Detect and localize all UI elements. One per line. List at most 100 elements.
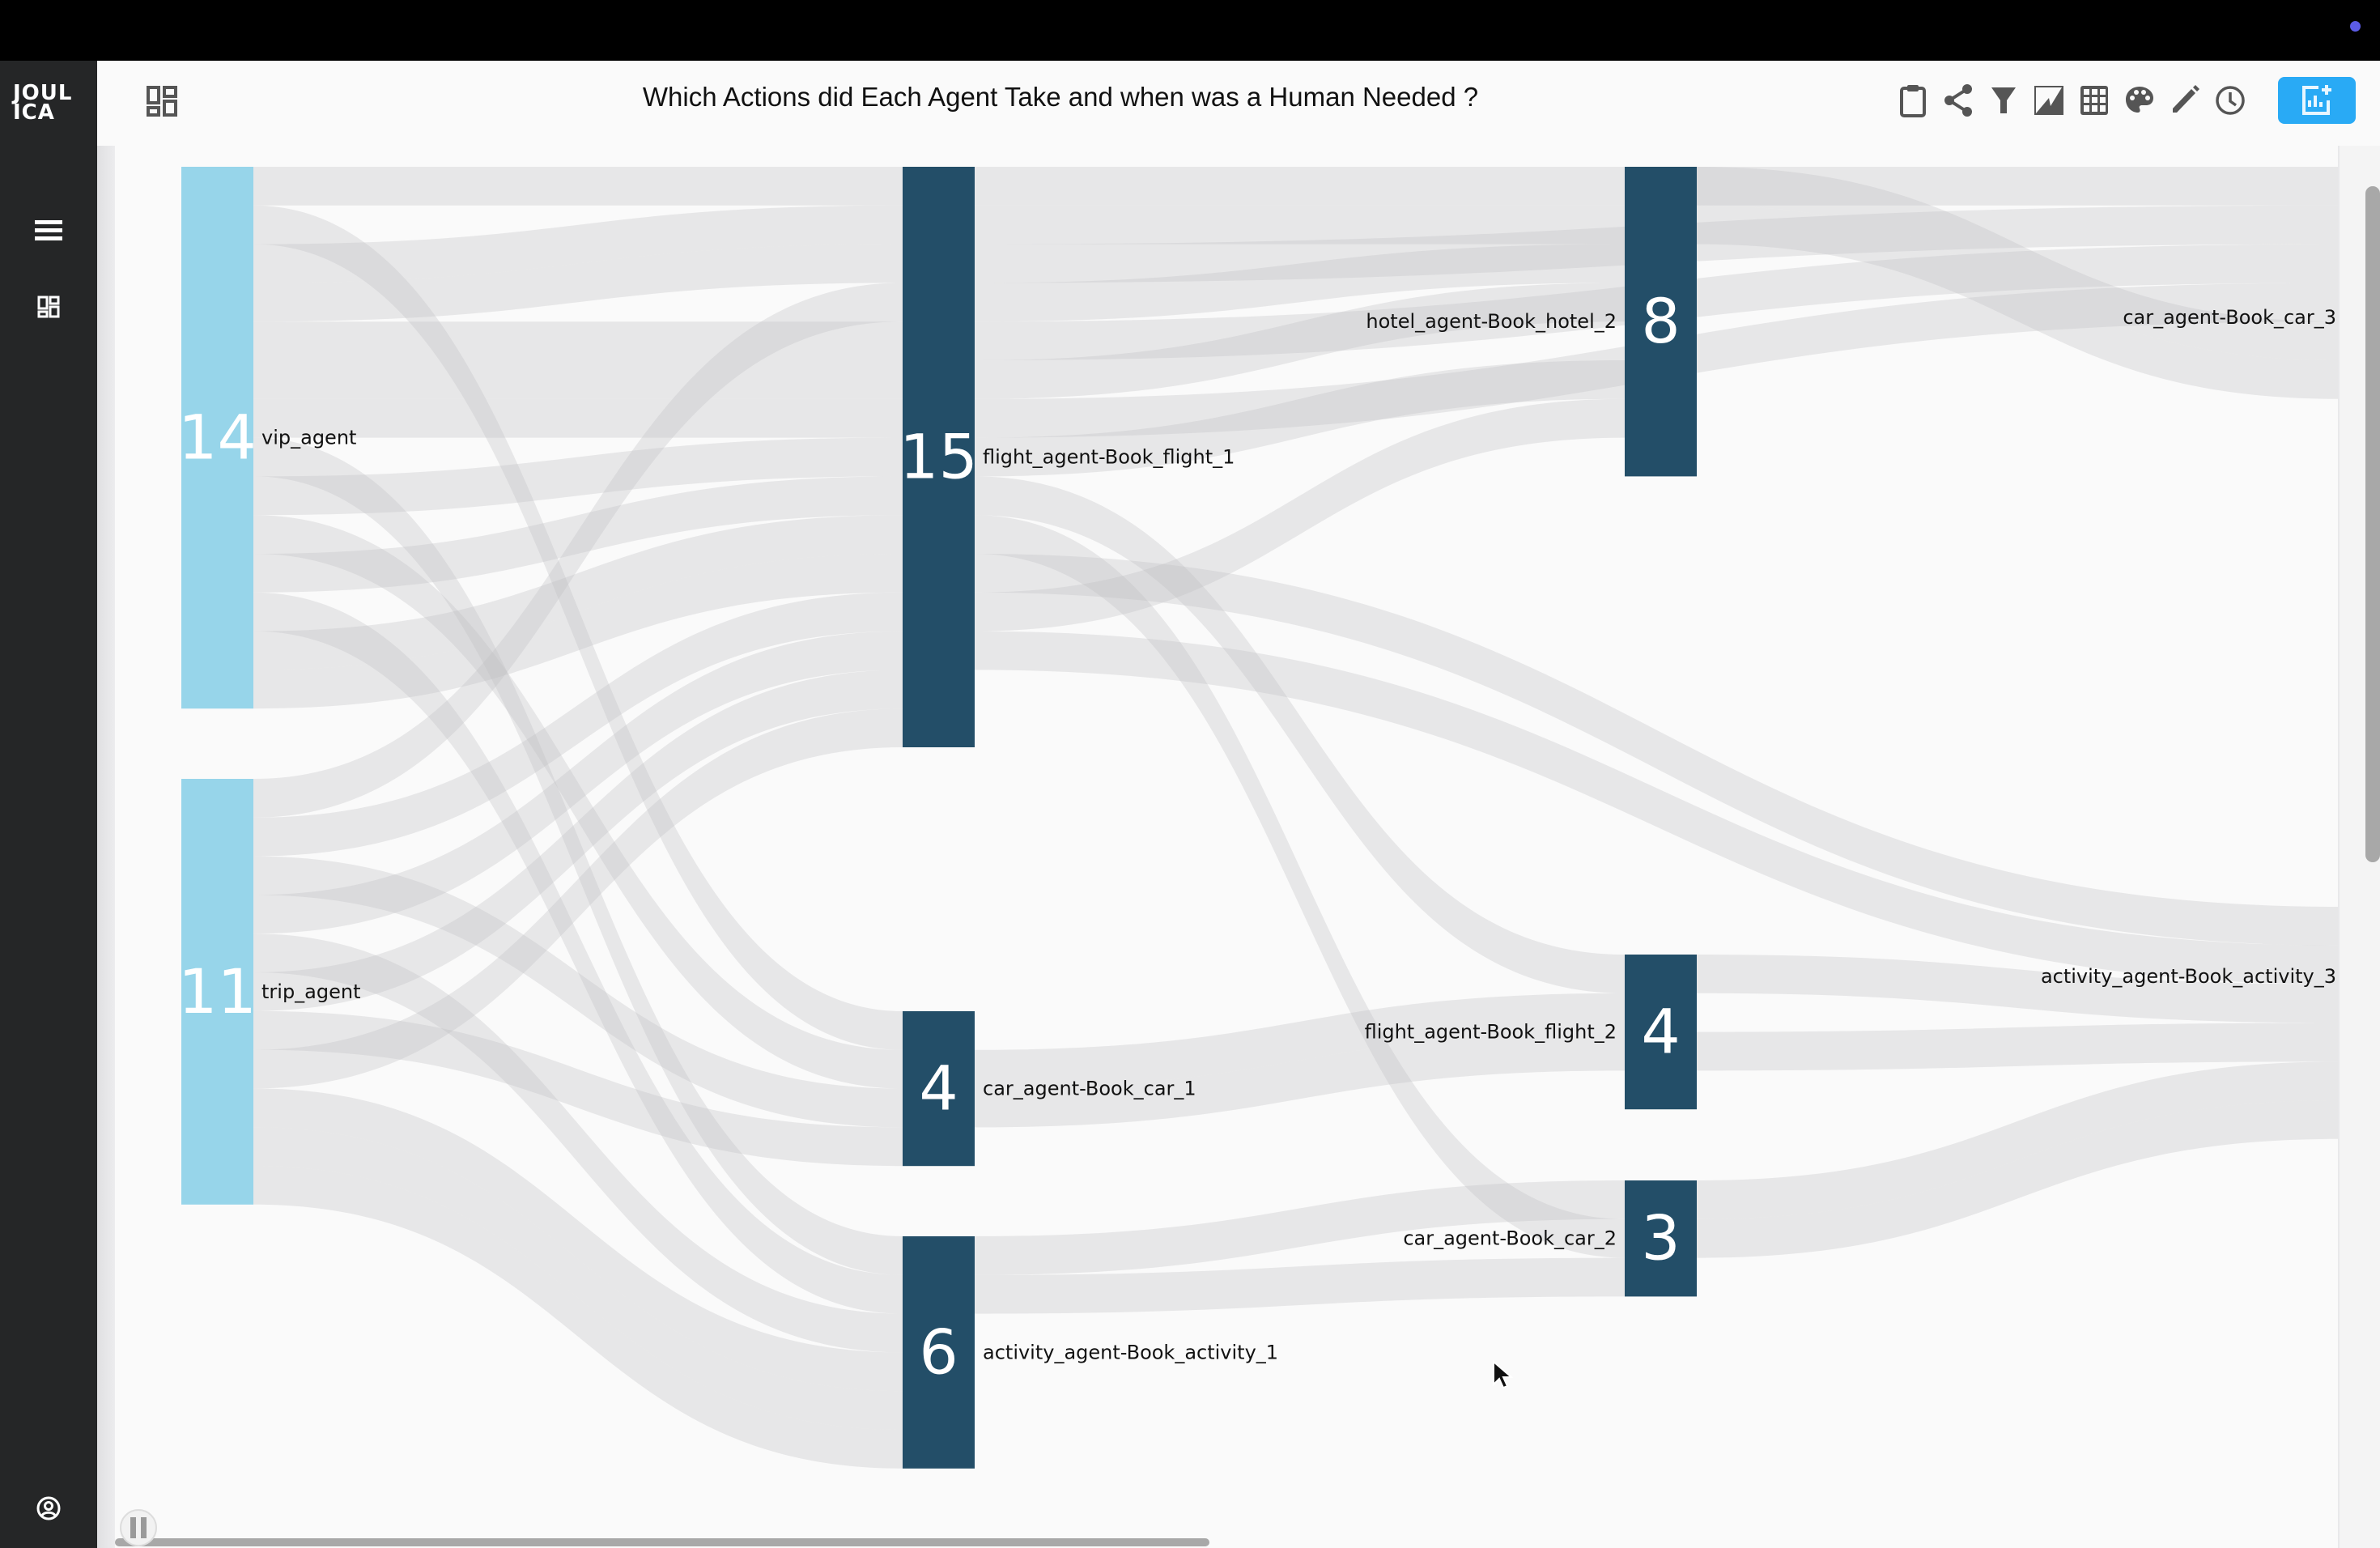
node-value: 11 [178, 955, 257, 1027]
history-button[interactable] [2210, 77, 2250, 124]
sankey-link[interactable] [975, 476, 1625, 993]
copy-button[interactable] [1893, 77, 1933, 124]
clipboard-icon [1900, 85, 1926, 117]
sankey-link[interactable] [253, 437, 903, 516]
sankey-link[interactable] [253, 631, 903, 934]
sankey-node-vip_agent[interactable] [181, 167, 253, 709]
sankey-link[interactable] [253, 476, 903, 593]
sankey-node-flight_2[interactable] [1625, 955, 1697, 1110]
sankey-link[interactable] [253, 283, 903, 818]
sankey-chart: 14 vip_agent 11 trip_agent 15 flight_agent-Bo… [115, 146, 2340, 1548]
sankey-link[interactable] [1697, 205, 2340, 399]
sankey-link[interactable] [253, 515, 903, 670]
filter-button[interactable] [1983, 77, 2024, 124]
sankey-link[interactable] [975, 993, 1625, 1089]
status-dot [2350, 21, 2361, 32]
sankey-link[interactable] [975, 631, 2340, 985]
sankey-link[interactable] [1697, 1061, 2340, 1219]
sankey-link[interactable] [975, 1031, 1625, 1128]
menu-icon [35, 220, 62, 240]
sankey-link[interactable] [975, 398, 1625, 632]
chart-type-button[interactable] [2029, 77, 2069, 124]
sankey-link[interactable] [253, 708, 903, 1089]
sankey-link[interactable] [253, 856, 903, 1128]
filter-icon [1991, 87, 2016, 113]
sankey-link[interactable] [1697, 955, 2340, 1023]
sankey-link[interactable] [1697, 1023, 2340, 1071]
sankey-link[interactable] [1697, 167, 2340, 360]
colors-button[interactable] [2119, 77, 2160, 124]
sankey-link[interactable] [253, 167, 903, 206]
sankey-link[interactable] [253, 592, 903, 857]
sankey-link[interactable] [975, 1257, 1625, 1314]
sankey-node-flight_1[interactable] [903, 167, 975, 747]
sankey-node-hotel_2[interactable] [1625, 167, 1697, 477]
chart-title: Which Actions did Each Agent Take and wh… [642, 82, 1479, 112]
system-top-bar [0, 0, 2380, 61]
sankey-link[interactable] [975, 515, 1625, 1258]
sidebar-item-menu[interactable] [29, 211, 68, 249]
sankey-link[interactable] [975, 1180, 1625, 1275]
sankey-link[interactable] [253, 437, 903, 1275]
sankey-link[interactable] [253, 398, 903, 438]
user-account-icon [36, 1496, 61, 1520]
table-view-button[interactable] [2074, 77, 2114, 124]
chart-type-icon [2034, 86, 2063, 115]
sankey-link[interactable] [1697, 1100, 2340, 1258]
sankey-link[interactable] [253, 554, 903, 709]
chart-toolbar [1893, 77, 2356, 124]
sankey-links [253, 167, 2340, 1469]
edit-button[interactable] [2165, 77, 2205, 124]
sankey-link[interactable] [253, 515, 903, 1089]
sankey-link[interactable] [253, 670, 903, 1011]
node-label: vip_agent [261, 427, 356, 449]
node-value: 4 [919, 1053, 958, 1125]
horizontal-scrollbar-thumb[interactable] [115, 1538, 1209, 1546]
sidebar-item-dashboards[interactable] [29, 287, 68, 326]
layout-toggle-button[interactable] [146, 85, 185, 124]
sankey-link[interactable] [253, 1010, 903, 1167]
sankey-link[interactable] [975, 244, 1625, 322]
sankey-link[interactable] [253, 321, 903, 360]
panel-edge [97, 146, 115, 1548]
add-chart-icon [2302, 85, 2331, 115]
node-label: activity_agent-Book_activity_1 [983, 1341, 1278, 1363]
add-chart-button[interactable] [2278, 77, 2356, 124]
sankey-link[interactable] [975, 360, 1625, 477]
app-logo[interactable]: JOUL ICA [13, 83, 81, 129]
share-icon [1944, 84, 1972, 117]
sankey-link[interactable] [975, 283, 1625, 399]
sankey-node-activity_1[interactable] [903, 1236, 975, 1469]
sankey-node-trip_agent[interactable] [181, 779, 253, 1205]
sankey-link[interactable] [253, 592, 903, 1314]
sankey-node-car_2[interactable] [1625, 1180, 1697, 1297]
sankey-link[interactable] [253, 205, 903, 1050]
vertical-scrollbar-thumb[interactable] [2365, 186, 2380, 862]
share-button[interactable] [1938, 77, 1978, 124]
node-value: 14 [178, 402, 257, 474]
pause-icon-bar [130, 1517, 136, 1538]
sankey-link[interactable] [253, 933, 903, 1353]
sankey-link[interactable] [253, 360, 903, 399]
sankey-link[interactable] [253, 1088, 903, 1392]
logo-text-line2: ICA [13, 100, 55, 125]
node-label: trip_agent [261, 980, 361, 1003]
node-label: activity_agent-Book_activity_3 [2041, 965, 2336, 988]
dashboard-grid-icon [147, 86, 177, 117]
sankey-link[interactable] [975, 205, 1625, 245]
pause-button[interactable] [120, 1509, 157, 1546]
sankey-link[interactable] [253, 1127, 903, 1430]
node-value: 6 [919, 1316, 958, 1388]
chart-header: Which Actions did Each Agent Take and wh… [97, 61, 2380, 146]
sankey-link[interactable] [253, 1166, 903, 1469]
sankey-link[interactable] [253, 205, 903, 283]
sankey-node-car_1[interactable] [903, 1011, 975, 1167]
sankey-link[interactable] [253, 244, 903, 322]
sidebar-item-account[interactable] [29, 1489, 68, 1528]
sidebar: JOUL ICA [0, 61, 97, 1548]
sankey-link[interactable] [975, 554, 2340, 946]
mouse-cursor [1492, 1359, 1514, 1393]
palette-icon [2126, 87, 2153, 113]
node-value: 4 [1641, 996, 1680, 1068]
